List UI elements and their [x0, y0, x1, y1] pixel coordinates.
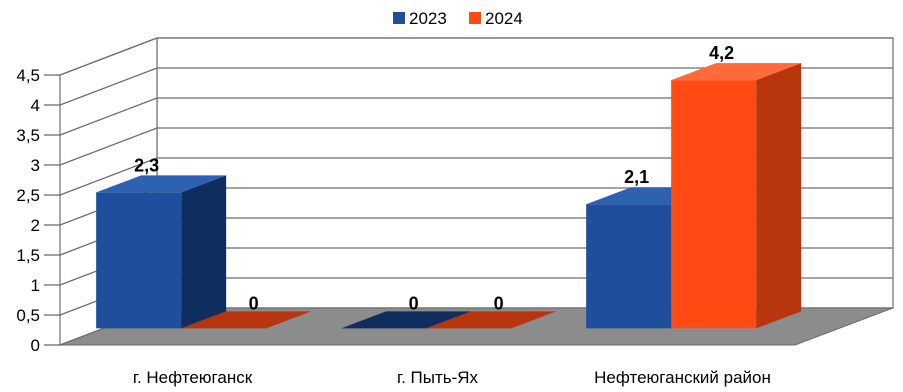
data-label: 0: [494, 293, 504, 313]
bar-2023: [586, 204, 672, 329]
y-tick-label: 4,5: [16, 66, 40, 85]
x-category-label: г. Пыть-Ях: [397, 368, 479, 387]
gridline-side: [59, 37, 158, 76]
gridline-side: [59, 67, 158, 106]
bars: [96, 63, 802, 329]
data-labels: 2,3 0 0 0 2,1 4,2: [134, 43, 734, 313]
y-tick-label: 3: [31, 156, 40, 175]
y-tick-label: 0: [31, 336, 40, 355]
bar-side-2024: [756, 63, 802, 329]
legend-entry: 2023: [409, 9, 447, 28]
gridline-side: [59, 127, 158, 166]
legend: 2023 2024: [393, 9, 523, 28]
y-axis: 0 0,5 1 1,5 2 2,5 3 3,5 4 4,5: [16, 66, 60, 355]
bar-2023: [96, 192, 182, 329]
y-tick-label: 2: [31, 216, 40, 235]
x-category-label: Нефтеюганский район: [594, 368, 771, 387]
legend-entry: 2024: [485, 9, 523, 28]
bar-top-2023: [96, 175, 227, 193]
legend-swatch: [469, 12, 481, 24]
y-tick-label: 1,5: [16, 246, 40, 265]
data-label: 0: [249, 293, 259, 313]
bar-side-2023: [181, 175, 227, 329]
y-tick-label: 2,5: [16, 186, 40, 205]
y-tick-label: 0,5: [16, 306, 40, 325]
data-label: 2,3: [134, 155, 159, 175]
legend-swatch: [393, 12, 405, 24]
bar-2024: [671, 80, 757, 329]
gridline-side: [59, 157, 158, 196]
y-tick-label: 4: [31, 96, 40, 115]
data-label: 0: [409, 293, 419, 313]
data-label: 4,2: [709, 43, 734, 63]
bar-zero-2024: [426, 311, 557, 329]
bar-top-2024: [671, 63, 802, 81]
x-category-label: г. Нефтеюганск: [133, 368, 253, 387]
data-label: 2,1: [624, 167, 649, 187]
y-tick-label: 1: [31, 276, 40, 295]
gridline-side: [59, 97, 158, 136]
x-axis: г. Нефтеюганск г. Пыть-Ях Нефтеюганский ра…: [133, 368, 771, 387]
y-tick-label: 3,5: [16, 126, 40, 145]
bar-zero-2023: [341, 311, 472, 329]
bar-zero-2024: [181, 311, 312, 329]
